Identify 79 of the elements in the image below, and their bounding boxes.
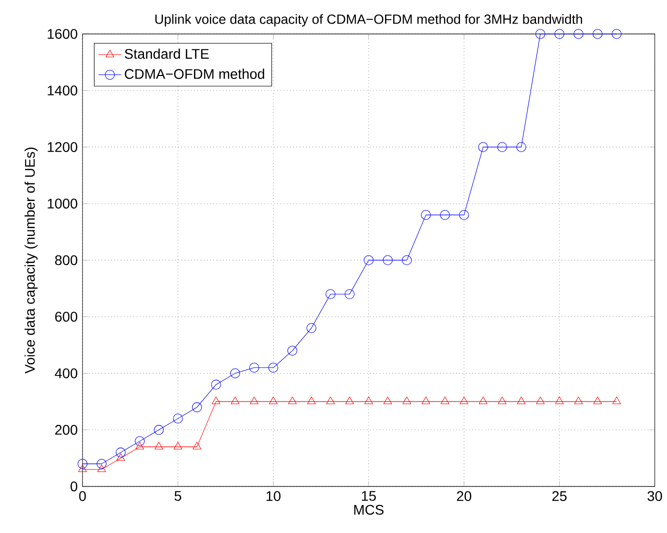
- point: [459, 210, 469, 220]
- point: [288, 396, 297, 404]
- y-tick-label: 1600: [48, 28, 78, 39]
- point: [593, 396, 602, 404]
- point: [344, 289, 354, 300]
- point: [307, 396, 316, 404]
- point: [97, 464, 106, 472]
- point: [382, 255, 393, 266]
- y-tick-label: 1000: [48, 198, 78, 209]
- point: [268, 362, 278, 373]
- point: [574, 396, 583, 404]
- point: [268, 396, 278, 404]
- point: [230, 368, 240, 378]
- point: [326, 396, 335, 404]
- point: [135, 442, 144, 450]
- point: [364, 255, 374, 266]
- point: [612, 29, 622, 39]
- point: [78, 458, 88, 469]
- point: [574, 29, 584, 39]
- point: [612, 396, 621, 404]
- y-tick-label: 0: [70, 481, 78, 492]
- x-tick-label: 15: [362, 491, 376, 501]
- point: [154, 424, 164, 435]
- point: [402, 396, 412, 404]
- point: [536, 396, 545, 404]
- point: [555, 396, 564, 404]
- y-tick-label: 200: [55, 424, 78, 435]
- point: [554, 29, 564, 39]
- point: [345, 396, 354, 404]
- point: [230, 396, 240, 404]
- y-tick-label: 1400: [48, 86, 78, 96]
- point: [192, 442, 202, 450]
- point: [592, 29, 602, 39]
- point: [364, 396, 373, 404]
- point: [440, 210, 450, 220]
- point: [402, 255, 412, 266]
- x-tick-label: 5: [174, 491, 182, 501]
- point: [498, 396, 506, 404]
- point: [78, 464, 87, 472]
- point: [249, 362, 260, 373]
- chart-title: Uplink voice data capacity of CDMA−OFDM method for 3MHz bandwidth: [155, 14, 582, 27]
- point: [154, 442, 164, 450]
- point: [306, 323, 316, 333]
- point: [497, 142, 508, 152]
- point: [174, 442, 182, 450]
- x-tick-label: 20: [456, 491, 472, 502]
- point: [440, 396, 450, 404]
- y-tick-label: 1200: [48, 142, 78, 152]
- point: [516, 142, 526, 152]
- point: [422, 396, 430, 404]
- x-tick-label: 0: [79, 491, 86, 502]
- point: [460, 396, 468, 404]
- point: [212, 396, 220, 404]
- point: [211, 380, 221, 390]
- point: [287, 346, 298, 356]
- point: [172, 414, 183, 424]
- point: [383, 396, 392, 404]
- point: [420, 210, 431, 220]
- x-axis-title: MCS: [354, 504, 384, 515]
- point: [96, 458, 107, 469]
- x-tick-label: 10: [266, 491, 280, 502]
- point: [134, 436, 145, 446]
- point: [250, 396, 258, 404]
- legend-label: Standard LTE: [124, 48, 209, 59]
- y-tick-label: 400: [54, 368, 78, 378]
- point: [116, 448, 126, 458]
- y-axis-title: Voice data capacity (number of UEs): [24, 148, 38, 374]
- point: [535, 29, 546, 39]
- legend-label: CDMA−OFDM method: [124, 68, 264, 79]
- point: [516, 396, 526, 404]
- y-tick-label: 600: [55, 312, 78, 322]
- point: [116, 453, 125, 461]
- x-tick-label: 30: [648, 491, 662, 502]
- x-tick-label: 25: [552, 491, 567, 502]
- point: [326, 289, 336, 300]
- y-tick-label: 800: [55, 255, 78, 266]
- point: [192, 402, 202, 412]
- point: [478, 142, 488, 152]
- point: [478, 396, 488, 404]
